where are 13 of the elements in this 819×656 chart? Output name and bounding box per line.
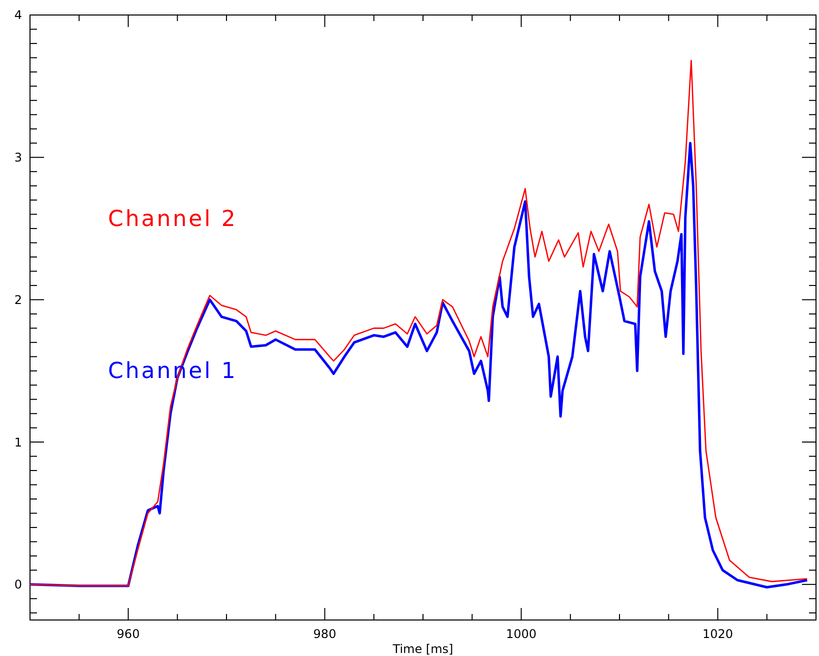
- x-tick-label: 1000: [506, 627, 537, 641]
- x-tick-label: 980: [313, 627, 336, 641]
- line-series: [28, 142, 808, 589]
- x-tick-label: 960: [116, 627, 140, 641]
- y-tick-label: 3: [14, 150, 22, 165]
- text: Channel 2: [108, 207, 238, 232]
- y-tick-label: 4: [14, 8, 22, 22]
- y-tick-label: 2: [14, 292, 22, 307]
- x-axis-title: Time [ms]: [392, 642, 454, 656]
- line-series: [29, 60, 808, 586]
- x-tick-label: 1020: [702, 627, 734, 641]
- y-tick-label: 0: [14, 578, 22, 592]
- y-tick-label: 1: [14, 435, 22, 450]
